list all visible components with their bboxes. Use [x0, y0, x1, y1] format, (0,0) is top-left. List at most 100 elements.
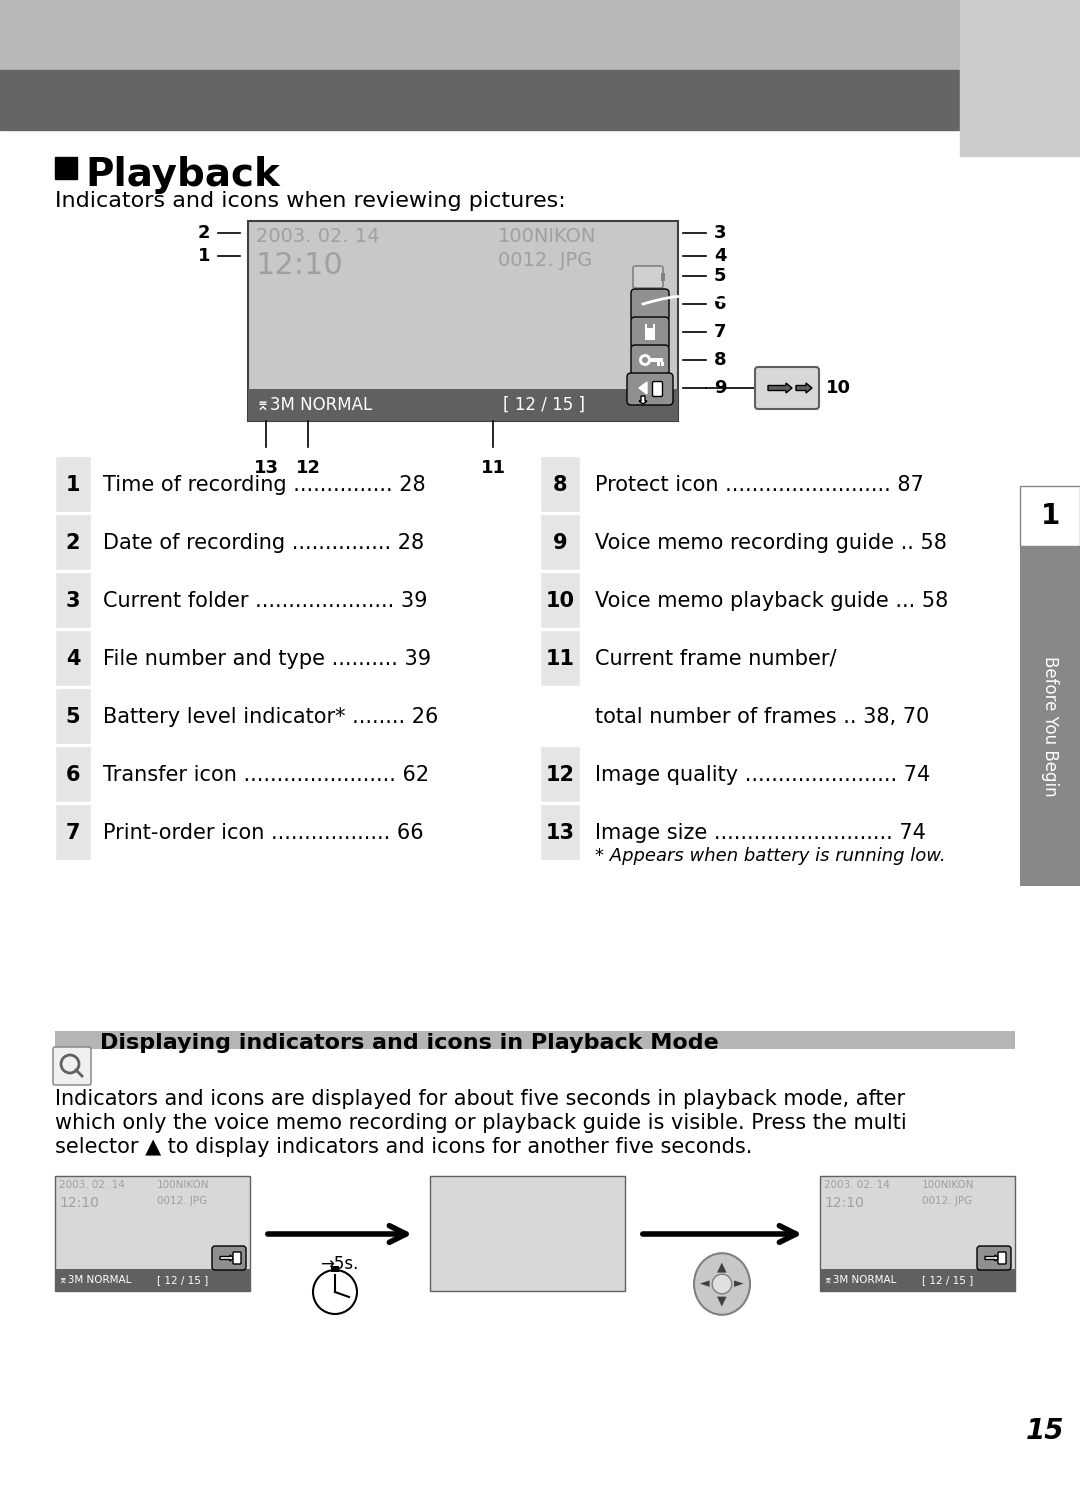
Text: Indicators and icons are displayed for about five seconds in playback mode, afte: Indicators and icons are displayed for a…: [55, 1089, 905, 1109]
Text: [ 12 / 15 ]: [ 12 / 15 ]: [503, 395, 585, 415]
Text: Displaying indicators and icons in Playback Mode: Displaying indicators and icons in Playb…: [100, 1033, 719, 1054]
Text: 1: 1: [1040, 502, 1059, 531]
Text: ►: ►: [734, 1278, 744, 1290]
Text: Indicators and icons when reviewing pictures:: Indicators and icons when reviewing pict…: [55, 192, 566, 211]
Text: Current frame number/: Current frame number/: [595, 649, 837, 669]
Bar: [55, 1269, 249, 1291]
Bar: [0, 70, 960, 129]
Text: Current folder ..................... 39: Current folder ..................... 39: [103, 591, 428, 611]
Text: File number and type .......... 39: File number and type .......... 39: [103, 649, 431, 669]
Text: Voice memo recording guide .. 58: Voice memo recording guide .. 58: [595, 533, 947, 553]
Text: 5: 5: [66, 707, 80, 727]
Text: Protect icon ......................... 87: Protect icon ......................... 8…: [595, 476, 923, 495]
Bar: [1020, 486, 1080, 545]
FancyBboxPatch shape: [652, 382, 662, 397]
Text: 0012. JPG: 0012. JPG: [922, 1196, 972, 1207]
Text: 12:10: 12:10: [59, 1196, 99, 1210]
Bar: [55, 456, 91, 513]
Text: Before You Begin: Before You Begin: [1041, 655, 1059, 796]
Text: 10: 10: [545, 591, 575, 611]
Bar: [820, 1175, 1015, 1291]
Text: 6: 6: [66, 765, 80, 785]
Text: 2003. 02. 14: 2003. 02. 14: [59, 1180, 125, 1190]
Text: 6: 6: [714, 296, 727, 314]
Text: 2: 2: [66, 533, 80, 553]
Text: 9: 9: [714, 379, 727, 397]
Bar: [540, 804, 580, 860]
Text: ▲: ▲: [717, 1260, 727, 1274]
Text: 8: 8: [553, 476, 567, 495]
Bar: [55, 804, 91, 860]
FancyBboxPatch shape: [212, 1245, 246, 1271]
Text: selector ▲ to display indicators and icons for another five seconds.: selector ▲ to display indicators and ico…: [55, 1137, 753, 1158]
Text: 12: 12: [296, 459, 321, 477]
Bar: [248, 221, 678, 421]
Text: 1: 1: [198, 247, 210, 265]
Bar: [540, 456, 580, 513]
Text: 15: 15: [1026, 1418, 1064, 1444]
Text: * Appears when battery is running low.: * Appears when battery is running low.: [595, 847, 946, 865]
Text: Image quality ....................... 74: Image quality ....................... 74: [595, 765, 930, 785]
Bar: [55, 630, 91, 687]
Text: ◄: ◄: [701, 1278, 710, 1290]
Text: 2003. 02. 14: 2003. 02. 14: [824, 1180, 890, 1190]
Text: 11: 11: [481, 459, 505, 477]
Text: 100NIKON: 100NIKON: [498, 227, 596, 247]
Text: 8: 8: [714, 351, 727, 369]
FancyBboxPatch shape: [998, 1253, 1005, 1265]
Bar: [661, 363, 664, 366]
Text: 13: 13: [254, 459, 279, 477]
Circle shape: [642, 357, 648, 363]
Text: 4: 4: [714, 247, 727, 265]
FancyBboxPatch shape: [977, 1245, 1011, 1271]
FancyBboxPatch shape: [633, 266, 663, 288]
Text: ▼: ▼: [717, 1294, 727, 1308]
Bar: [645, 324, 654, 340]
FancyArrow shape: [796, 383, 812, 392]
Bar: [55, 688, 91, 744]
Text: 0012. JPG: 0012. JPG: [157, 1196, 207, 1207]
Text: 3: 3: [714, 224, 727, 242]
FancyBboxPatch shape: [755, 367, 819, 409]
Text: ⌆3M NORMAL: ⌆3M NORMAL: [256, 395, 373, 415]
Text: 9: 9: [553, 533, 567, 553]
Text: Image size ........................... 74: Image size ........................... 7…: [595, 823, 926, 843]
Bar: [651, 358, 663, 363]
Bar: [540, 514, 580, 571]
Bar: [540, 746, 580, 802]
FancyBboxPatch shape: [627, 373, 673, 406]
Text: 13: 13: [545, 823, 575, 843]
Text: 5: 5: [714, 267, 727, 285]
Text: 100NIKON: 100NIKON: [157, 1180, 210, 1190]
FancyArrow shape: [768, 383, 792, 392]
Text: total number of frames .. 38, 70: total number of frames .. 38, 70: [595, 707, 929, 727]
Text: [ 12 / 15 ]: [ 12 / 15 ]: [922, 1275, 973, 1285]
Bar: [0, 0, 960, 70]
Bar: [540, 630, 580, 687]
Bar: [820, 1269, 1015, 1291]
Bar: [55, 514, 91, 571]
Circle shape: [639, 354, 651, 366]
Bar: [430, 1175, 625, 1291]
Text: 100NIKON: 100NIKON: [922, 1180, 974, 1190]
Text: 12:10: 12:10: [824, 1196, 864, 1210]
Text: Voice memo playback guide ... 58: Voice memo playback guide ... 58: [595, 591, 948, 611]
Text: 7: 7: [714, 322, 727, 340]
FancyBboxPatch shape: [631, 288, 669, 321]
Bar: [330, 1266, 339, 1272]
Text: Date of recording ............... 28: Date of recording ............... 28: [103, 533, 424, 553]
Text: Playback: Playback: [85, 156, 280, 195]
FancyBboxPatch shape: [631, 345, 669, 377]
Ellipse shape: [694, 1253, 750, 1315]
Bar: [960, 0, 1080, 156]
Text: 3: 3: [66, 591, 80, 611]
Text: 0012. JPG: 0012. JPG: [498, 251, 592, 270]
Text: [ 12 / 15 ]: [ 12 / 15 ]: [157, 1275, 208, 1285]
Bar: [661, 273, 665, 281]
Text: 4: 4: [66, 649, 80, 669]
FancyBboxPatch shape: [233, 1253, 241, 1265]
Bar: [55, 572, 91, 629]
FancyArrow shape: [639, 395, 647, 404]
Bar: [1020, 486, 1080, 886]
FancyBboxPatch shape: [631, 317, 669, 349]
